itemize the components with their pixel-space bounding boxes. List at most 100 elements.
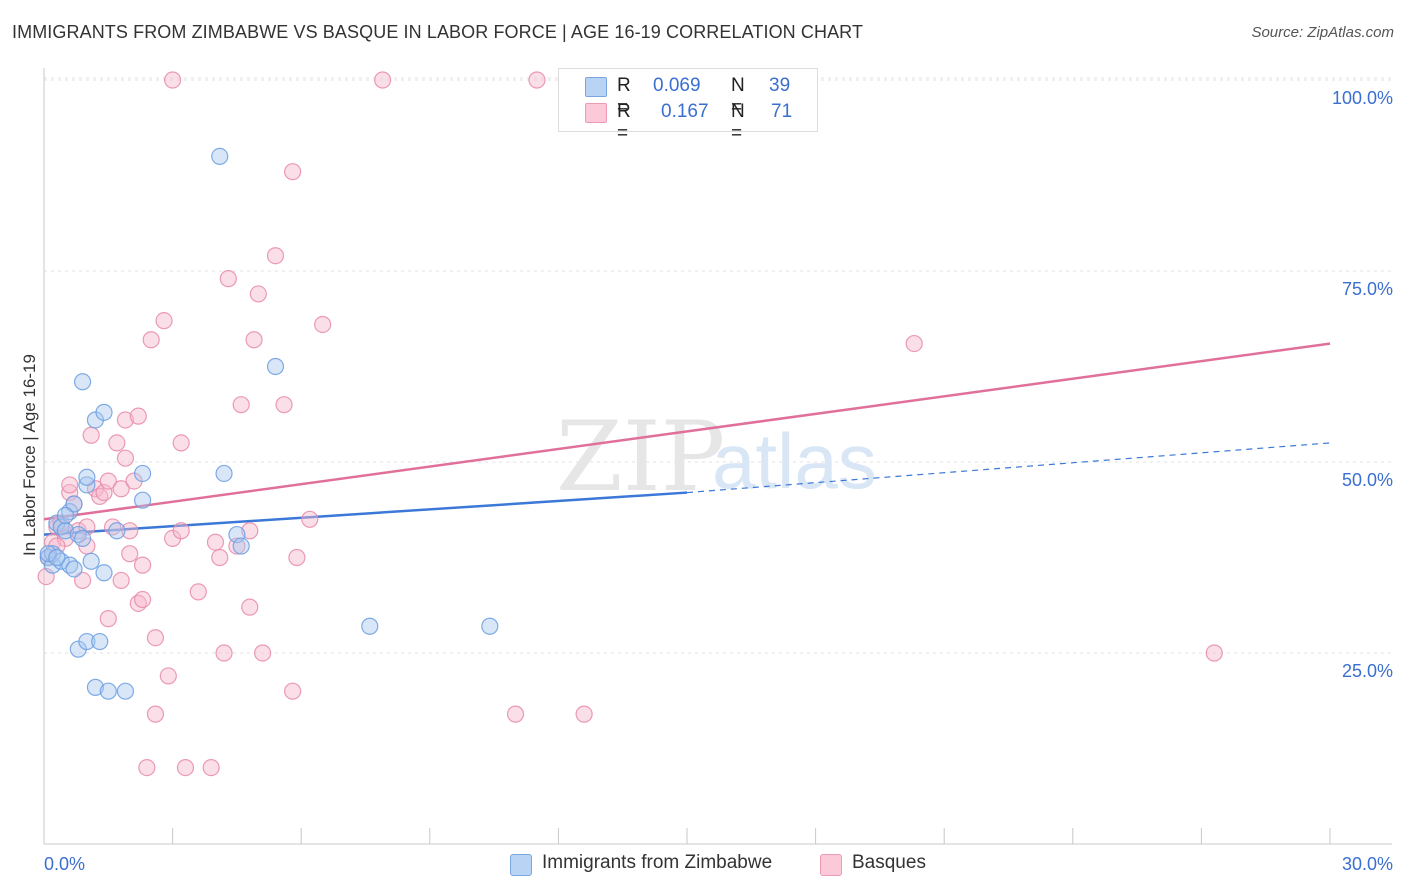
x-tick-label: 30.0% [1342,854,1393,874]
point-zimbabwe [78,632,96,651]
point-basques [116,411,135,429]
point-zimbabwe [361,617,379,635]
y-tick-label: 75.0% [1342,279,1393,299]
point-basques [254,644,272,662]
point-basques [241,522,259,540]
point-basques [241,598,259,616]
r-value: 0.167 [661,101,709,122]
point-basques [129,407,147,425]
point-basques [142,331,160,349]
point-zimbabwe [48,548,66,567]
point-basques [266,247,285,265]
legend-label-basques: Basques [852,852,926,873]
chart-title: IMMIGRANTS FROM ZIMBABWE VS BASQUE IN LA… [12,22,864,42]
r-value: 0.069 [653,75,701,96]
point-zimbabwe [82,552,100,570]
point-basques [172,434,190,452]
point-basques [146,629,165,647]
point-basques [232,396,250,414]
point-basques [249,285,267,303]
point-zimbabwe [133,464,152,483]
point-basques [301,510,319,528]
n-label: N = [731,101,745,144]
point-basques [211,548,229,567]
point-zimbabwe [78,468,96,486]
chart-source: Source: ZipAtlas.com [1251,24,1394,41]
point-zimbabwe [56,506,75,525]
point-basques [374,71,392,89]
point-basques [108,434,126,452]
point-basques [288,548,306,567]
point-basques [172,522,190,540]
point-basques [121,522,139,540]
point-zimbabwe [73,373,92,391]
point-basques [164,71,182,89]
y-tick-label: 100.0% [1332,88,1393,108]
point-basques [215,644,233,662]
legend-swatch-zimbabwe [585,77,607,97]
point-basques [245,331,263,349]
point-basques [112,480,130,498]
point-basques [112,571,130,590]
point-basques [575,705,593,723]
point-zimbabwe [39,545,57,563]
legend-swatch-basques [585,103,607,123]
point-zimbabwe [481,617,499,635]
point-zimbabwe [108,522,126,540]
n-label: N = [731,75,745,118]
point-basques [202,758,220,777]
trend-line-zimbabwe-extension [686,442,1331,494]
point-basques [99,472,117,490]
grid-lines [44,77,1392,654]
point-basques [314,315,332,334]
point-basques [138,758,156,777]
tick-labels: 100.0% 75.0% 50.0% 25.0% 0.0% 30.0% [44,88,1393,874]
point-basques [159,667,177,685]
watermark-zip: ZIP [556,401,725,513]
point-zimbabwe [56,522,75,540]
point-basques [284,682,302,700]
y-tick-label: 25.0% [1342,661,1393,681]
point-basques [73,571,92,590]
point-basques [284,163,302,181]
data-points [37,71,1223,777]
n-value: 39 [769,75,791,96]
point-zimbabwe [211,147,229,165]
point-basques [61,476,79,494]
legend-label-zimbabwe: Immigrants from Zimbabwe [542,852,773,873]
point-basques [155,312,173,330]
point-basques [1205,644,1223,662]
r-label: R = [617,101,631,144]
point-basques [506,705,525,723]
point-zimbabwe [116,682,135,700]
legend-swatch-zimbabwe [510,854,532,876]
x-tick-label: 0.0% [44,854,85,874]
watermark: ZIP atlas [556,401,877,513]
point-basques [528,71,546,89]
stats-legend: R = 0.069 N = 39 R = 0.167 N = 71 [558,68,818,144]
point-basques [905,334,923,353]
watermark-atlas: atlas [712,417,877,505]
point-basques [189,583,207,601]
trend-line-basques [43,342,1331,521]
point-basques [133,590,152,609]
point-basques [206,533,225,551]
point-zimbabwe [86,678,105,696]
point-basques [133,556,152,574]
point-basques [121,545,139,563]
trend-line-zimbabwe [43,491,688,536]
point-basques [219,270,237,288]
r-label: R = [617,75,631,118]
y-tick-label: 50.0% [1342,470,1393,490]
point-zimbabwe [91,632,109,651]
point-zimbabwe [65,560,83,578]
point-zimbabwe [215,464,233,483]
point-zimbabwe [232,537,250,555]
legend-swatch-basques [820,854,842,876]
point-basques [275,396,293,414]
point-zimbabwe [95,403,113,421]
point-basques [146,705,165,723]
point-zimbabwe [266,357,285,376]
point-zimbabwe [65,495,83,513]
